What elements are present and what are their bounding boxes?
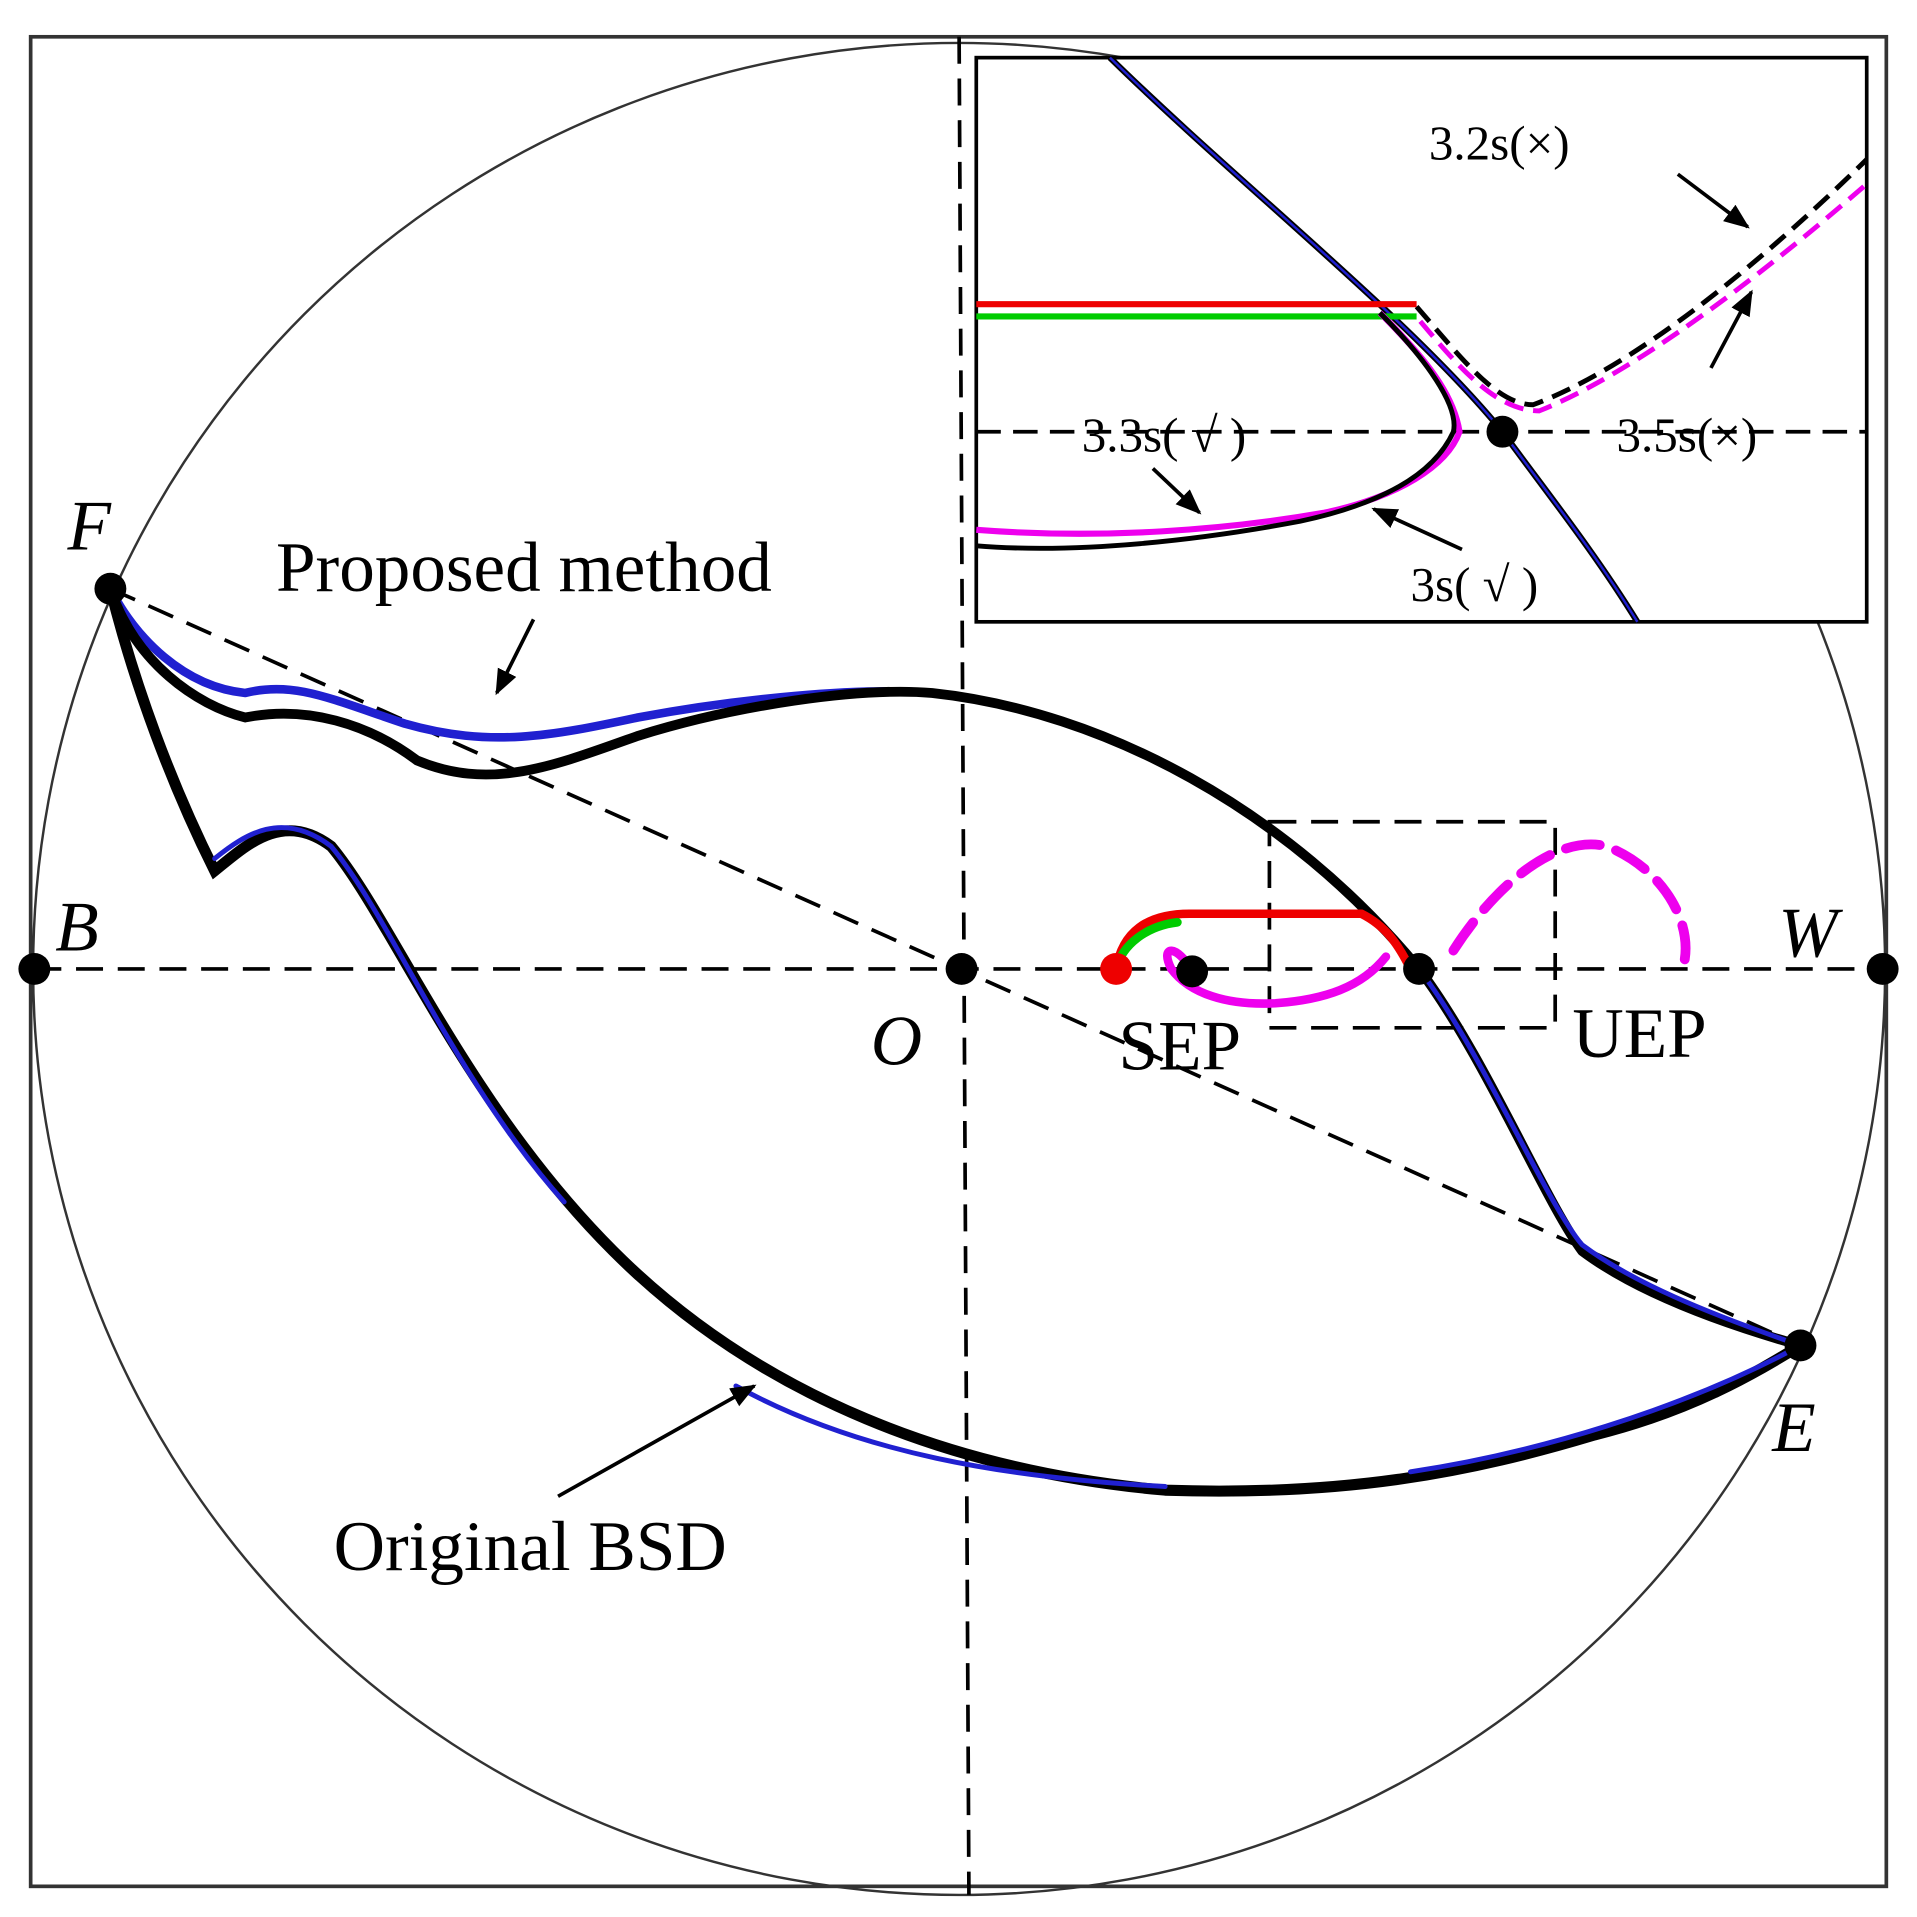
label: F (66, 487, 112, 565)
arrows (495, 618, 757, 1498)
points (18, 572, 1899, 1362)
label: Proposed method (276, 529, 772, 607)
inset-label: 3.5s(×) (1617, 407, 1758, 462)
inset-label: 3.2s(×) (1429, 115, 1570, 170)
inset-label: 3.3s( √ ) (1082, 407, 1247, 462)
label: UEP (1572, 995, 1706, 1073)
label: E (1771, 1389, 1815, 1467)
label: SEP (1119, 1007, 1242, 1085)
curves (104, 583, 1807, 1497)
inset: 3.2s(×) 3.5s(×) 3.3s( √ ) 3s( √ ) (974, 55, 1869, 624)
label: O (871, 1003, 922, 1081)
inset-label: 3s( √ ) (1410, 557, 1538, 612)
label: W (1778, 895, 1843, 973)
label: Original BSD (334, 1508, 727, 1586)
label: B (55, 889, 98, 967)
